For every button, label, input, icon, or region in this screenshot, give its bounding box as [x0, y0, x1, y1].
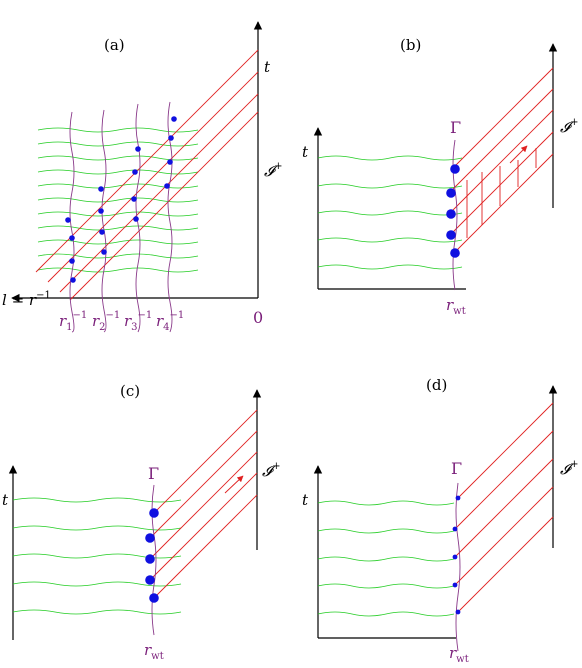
panel-c-points: [145, 508, 159, 603]
panel-d-slices: [317, 500, 455, 617]
panel-d-time-label: t: [302, 491, 309, 509]
panel-c-gamma: Γ: [148, 464, 159, 483]
panel-c: (c) t Γ 𝓘+ rwt: [2, 382, 281, 662]
panel-b-points: [446, 164, 460, 258]
panel-d-rwt-label: rwt: [449, 644, 469, 665]
panel-a: (a): [2, 21, 283, 333]
panel-d: (d) t Γ 𝓘+ rwt: [302, 376, 579, 665]
panel-d-characteristics: [454, 402, 554, 613]
r2-label: r2−1: [92, 310, 120, 333]
panel-d-points: [452, 495, 461, 615]
panel-b-label: (b): [400, 36, 421, 54]
panel-a-points: [65, 116, 177, 283]
panel-a-l-label: l = r−1: [2, 290, 51, 309]
r1-label: r1−1: [59, 310, 87, 333]
panel-c-time-label: t: [2, 491, 9, 509]
panel-b: (b): [302, 36, 579, 317]
r4-label: r4−1: [156, 310, 184, 333]
panel-b-rwt-label: rwt: [446, 296, 466, 317]
panel-a-scri-label: 𝓘+: [264, 161, 283, 180]
panel-c-rwt-label: rwt: [144, 641, 164, 662]
panel-a-slices: [37, 127, 199, 273]
panel-a-time-label: t: [264, 58, 271, 76]
panel-b-scri-label: 𝓘+: [560, 117, 579, 136]
panel-b-characteristics: [449, 67, 554, 254]
panel-a-label: (a): [104, 36, 125, 54]
panel-a-origin-label: 0: [253, 308, 263, 327]
panel-a-r-labels: r1−1 r2−1 r3−1 r4−1: [59, 310, 184, 333]
panel-a-worldtubes: [69, 101, 173, 333]
panel-a-characteristics: [35, 49, 259, 301]
panel-d-scri-label: 𝓘+: [560, 459, 579, 478]
panel-c-scri-label: 𝓘+: [262, 461, 281, 480]
panel-d-label: (d): [426, 376, 447, 394]
panel-d-gamma: Γ: [451, 459, 462, 478]
panel-b-time-label: t: [302, 143, 309, 161]
r3-label: r3−1: [124, 310, 152, 333]
panel-b-slices: [317, 155, 463, 270]
panel-c-label: (c): [120, 382, 140, 400]
panel-d-worldtube: [455, 482, 461, 652]
panel-b-gamma: Γ: [450, 118, 461, 137]
panel-c-characteristics: [149, 409, 258, 599]
